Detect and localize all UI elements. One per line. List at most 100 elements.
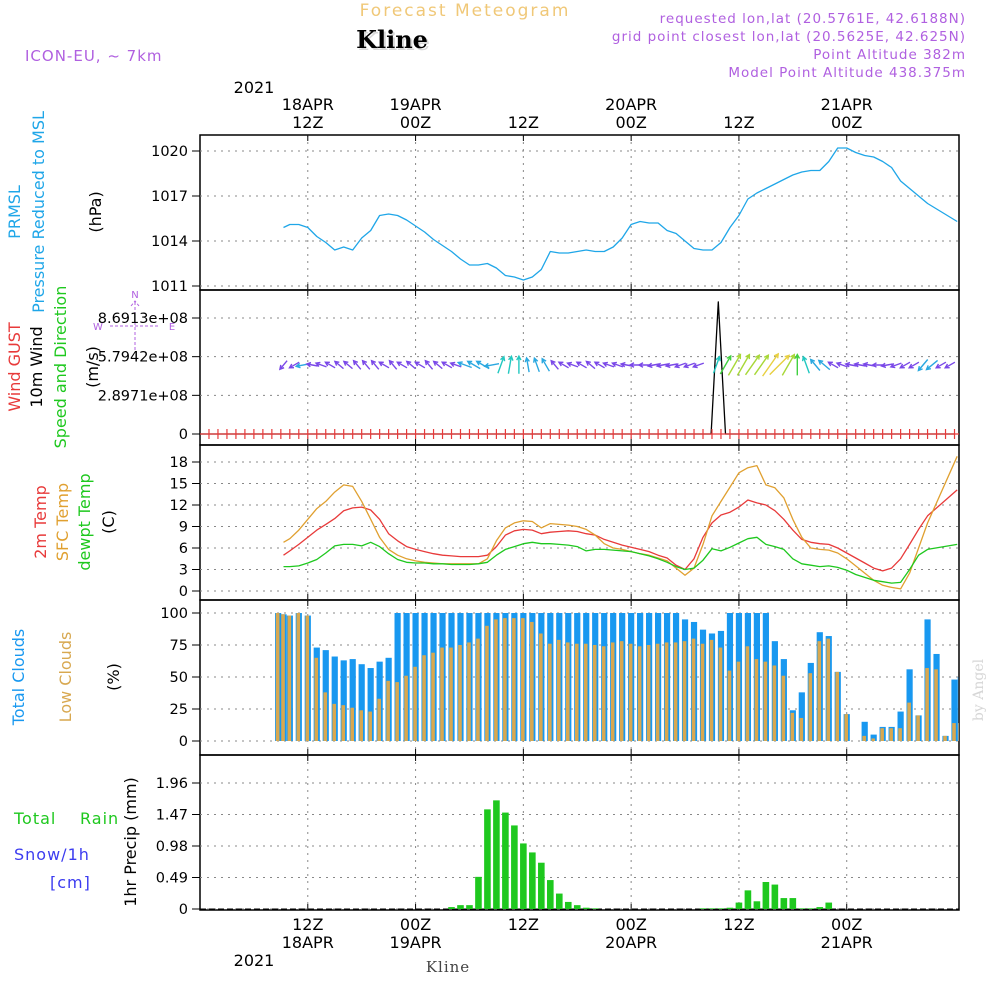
low-cloud-bar-22 xyxy=(467,642,471,741)
wind-arrow-60 xyxy=(827,361,839,369)
pressure-unit: (hPa) xyxy=(86,191,105,232)
pressure-panel: PRMSL Pressure Reduced to MSL (hPa) 1020… xyxy=(5,111,958,313)
wind-direction-arrows xyxy=(278,352,956,377)
ytick-label-1-3: 0 xyxy=(179,427,188,443)
ytick-label-2-6: 0 xyxy=(179,584,188,600)
model-name: ICON-EU, ~ 7km xyxy=(25,47,163,65)
low-cloud-bar-38 xyxy=(610,642,615,741)
rain-bar-14 xyxy=(573,905,581,909)
wind-arrow-0 xyxy=(278,360,288,371)
low-cloud-bar-9 xyxy=(350,707,354,741)
model-point-altitude: Model Point Altitude 438.375m xyxy=(728,65,966,81)
wind-arrow-56 xyxy=(794,353,801,376)
bottom-time-label-0: 12Z xyxy=(292,915,323,934)
low-cloud-bar-41 xyxy=(637,646,642,741)
temp-line-2 xyxy=(283,536,958,584)
pressure-yticks: 1020 1017 1014 1011 xyxy=(151,144,200,295)
low-cloud-bar-3 xyxy=(296,613,301,741)
rain-bar-20 xyxy=(726,907,734,909)
total-cloud-bar-70 xyxy=(897,711,904,741)
wind-arrow-52 xyxy=(753,354,770,376)
low-cloud-bar-42 xyxy=(646,645,651,741)
precip-label-snow: Snow/1h xyxy=(14,845,90,864)
low-cloud-bar-69 xyxy=(889,728,893,741)
clouds-ylabel-total: Total Clouds xyxy=(9,629,28,727)
low-cloud-bar-61 xyxy=(817,641,822,741)
wind-arrow-12 xyxy=(388,359,398,370)
cloud-bars xyxy=(275,613,959,741)
location-title-shadow: Kline xyxy=(358,27,430,56)
low-cloud-bar-67 xyxy=(871,738,875,741)
low-cloud-bar-6 xyxy=(323,692,328,741)
low-cloud-bar-23 xyxy=(476,638,480,741)
wind-arrow-61 xyxy=(835,361,848,368)
compass-rose: N W E xyxy=(93,290,175,352)
wind-ylabel-speed-dir: Speed and Direction xyxy=(51,286,70,449)
precip-label-cm: [cm] xyxy=(50,873,91,892)
low-cloud-bar-29 xyxy=(530,621,534,741)
low-cloud-bar-54 xyxy=(754,659,759,741)
wind-arrow-48 xyxy=(719,354,732,375)
wind-arrow-29 xyxy=(541,357,551,372)
temp-ylabel-2m: 2m Temp xyxy=(31,485,50,559)
wind-arrow-71 xyxy=(925,359,939,371)
ytick-label-3-2: 50 xyxy=(170,670,188,686)
wind-arrow-4 xyxy=(314,361,327,368)
super-title: Forecast Meteogram xyxy=(360,1,571,21)
low-cloud-bar-47 xyxy=(691,638,696,741)
total-cloud-bar-77 xyxy=(957,677,959,741)
pressure-ylabel-1: PRMSL xyxy=(5,185,24,239)
wind-ylabel-gust: Wind GUST xyxy=(5,322,24,412)
low-cloud-bar-58 xyxy=(790,712,795,741)
rain-bar-3 xyxy=(475,876,482,909)
wind-arrow-6 xyxy=(333,360,344,370)
bottom-date-label-5: 21APR xyxy=(821,933,873,952)
wind-arrow-31 xyxy=(557,361,569,369)
top-time-label-5: 00Z xyxy=(831,113,862,132)
wind-arrow-44 xyxy=(673,362,687,369)
precip-label-rain: Rain xyxy=(80,809,119,828)
low-cloud-bar-63 xyxy=(835,671,840,741)
low-cloud-bar-28 xyxy=(521,618,525,741)
requested-lonlat: requested lon,lat (20.5761E, 42.6188N) xyxy=(660,11,966,27)
wind-arrow-58 xyxy=(809,358,821,371)
rain-bar-5 xyxy=(493,800,500,909)
wind-arrow-72 xyxy=(934,361,947,369)
wind-arrow-53 xyxy=(762,352,780,377)
ytick-label-2-0: 18 xyxy=(170,455,188,471)
low-cloud-bar-45 xyxy=(673,642,678,741)
wind-arrow-10 xyxy=(370,359,380,370)
low-cloud-bar-7 xyxy=(332,703,337,741)
wind-arrow-18 xyxy=(440,361,453,369)
ytick-label-0-1: 1017 xyxy=(151,189,188,205)
clouds-unit: (%) xyxy=(104,663,123,691)
wind-arrow-45 xyxy=(682,362,696,369)
ytick-label-0-3: 1011 xyxy=(151,279,188,295)
wind-arrow-33 xyxy=(575,361,587,369)
ytick-label-1-1: 5.7942e+08 xyxy=(98,350,188,366)
grid-point-lonlat: grid point closest lon,lat (20.5625E, 42… xyxy=(612,29,966,45)
low-cloud-bar-44 xyxy=(664,642,669,741)
point-altitude: Point Altitude 382m xyxy=(813,47,966,63)
low-cloud-bar-20 xyxy=(449,647,453,741)
compass-e-label: E xyxy=(169,322,175,333)
low-cloud-bar-27 xyxy=(512,618,516,741)
low-cloud-bar-77 xyxy=(958,723,959,741)
top-date-label-3: 20APR xyxy=(605,95,657,114)
temperature-panel-frame xyxy=(199,444,960,601)
ytick-label-2-2: 12 xyxy=(170,498,188,514)
top-time-label-2: 12Z xyxy=(508,113,539,132)
low-cloud-bar-40 xyxy=(628,643,633,741)
top-time-label-4: 12Z xyxy=(723,113,754,132)
rain-bars xyxy=(200,800,959,910)
wind-arrow-67 xyxy=(889,362,902,369)
credit-watermark: by Angel xyxy=(971,658,987,721)
low-cloud-bar-74 xyxy=(934,669,938,741)
rain-bar-2 xyxy=(466,905,473,909)
wind-arrow-3 xyxy=(305,361,318,368)
rain-bar-18 xyxy=(708,908,716,909)
low-cloud-bar-0 xyxy=(275,613,280,741)
wind-arrow-5 xyxy=(324,361,336,369)
wind-arrow-66 xyxy=(880,362,893,369)
